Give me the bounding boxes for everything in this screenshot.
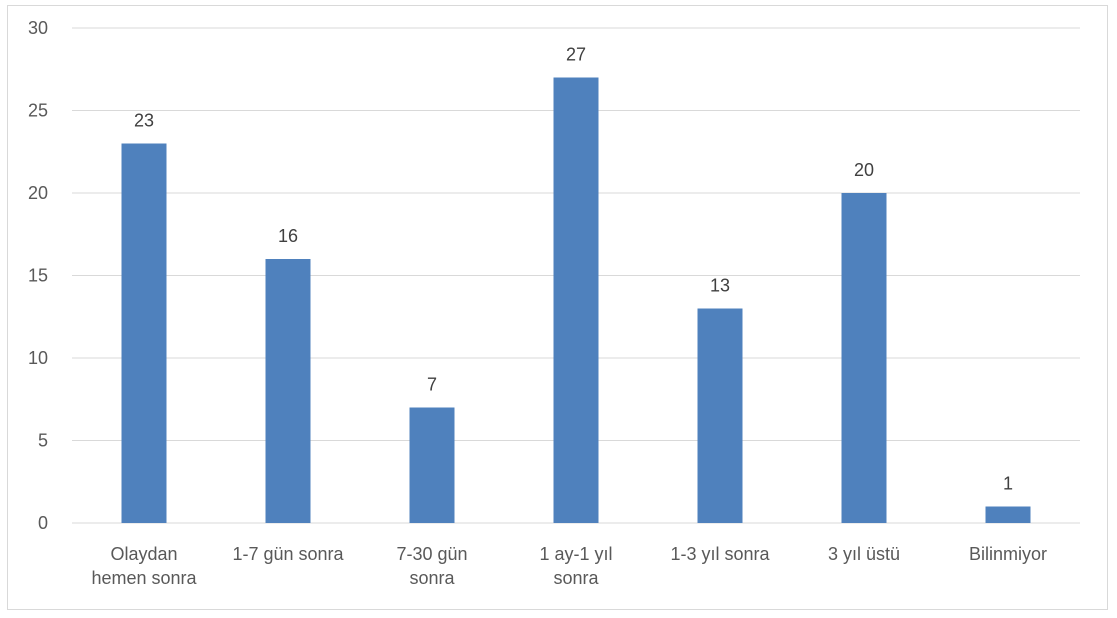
y-tick-label: 5 [38,431,48,451]
bars [121,77,1031,523]
x-tick-label: 7-30 gün sonra [396,544,467,588]
x-tick-label-line: 1-3 yıl sonra [670,544,770,564]
y-tick-label: 20 [28,183,48,203]
x-tick-label: 1 ay-1 yıl sonra [539,544,612,588]
y-axis-ticks: 0 5 10 15 20 25 30 [28,18,48,533]
data-label: 23 [134,111,154,131]
x-tick-label-line: sonra [553,568,599,588]
bar [121,143,167,523]
bar [841,193,887,523]
x-tick-label-line: 7-30 gün [396,544,467,564]
data-label: 7 [427,375,437,395]
data-label: 13 [710,276,730,296]
bar [697,308,743,523]
x-axis-labels: Olaydan hemen sonra 1-7 gün sonra 7-30 gün s… [91,544,1047,588]
bar [409,407,455,523]
x-tick-label-line: 1-7 gün sonra [232,544,344,564]
x-tick-label: 1-3 yıl sonra [670,544,770,564]
x-tick-label: Bilinmiyor [969,544,1047,564]
y-tick-label: 0 [38,513,48,533]
data-labels: 23 16 7 27 13 20 1 [134,45,1013,494]
x-tick-label-line: Olaydan [110,544,177,564]
x-tick-label-line: 1 ay-1 yıl [539,544,612,564]
data-label: 1 [1003,474,1013,494]
x-tick-label-line: sonra [409,568,455,588]
bar [985,506,1031,523]
y-tick-label: 10 [28,348,48,368]
y-tick-label: 25 [28,101,48,121]
bar [265,259,311,523]
x-tick-label: Olaydan hemen sonra [91,544,197,588]
data-label: 20 [854,160,874,180]
bar [553,77,599,523]
x-tick-label: 1-7 gün sonra [232,544,344,564]
data-label: 27 [566,45,586,65]
y-tick-label: 30 [28,18,48,38]
y-tick-label: 15 [28,266,48,286]
x-tick-label-line: 3 yıl üstü [828,544,900,564]
data-label: 16 [278,226,298,246]
x-tick-label: 3 yıl üstü [828,544,900,564]
x-tick-label-line: Bilinmiyor [969,544,1047,564]
x-tick-label-line: hemen sonra [91,568,197,588]
